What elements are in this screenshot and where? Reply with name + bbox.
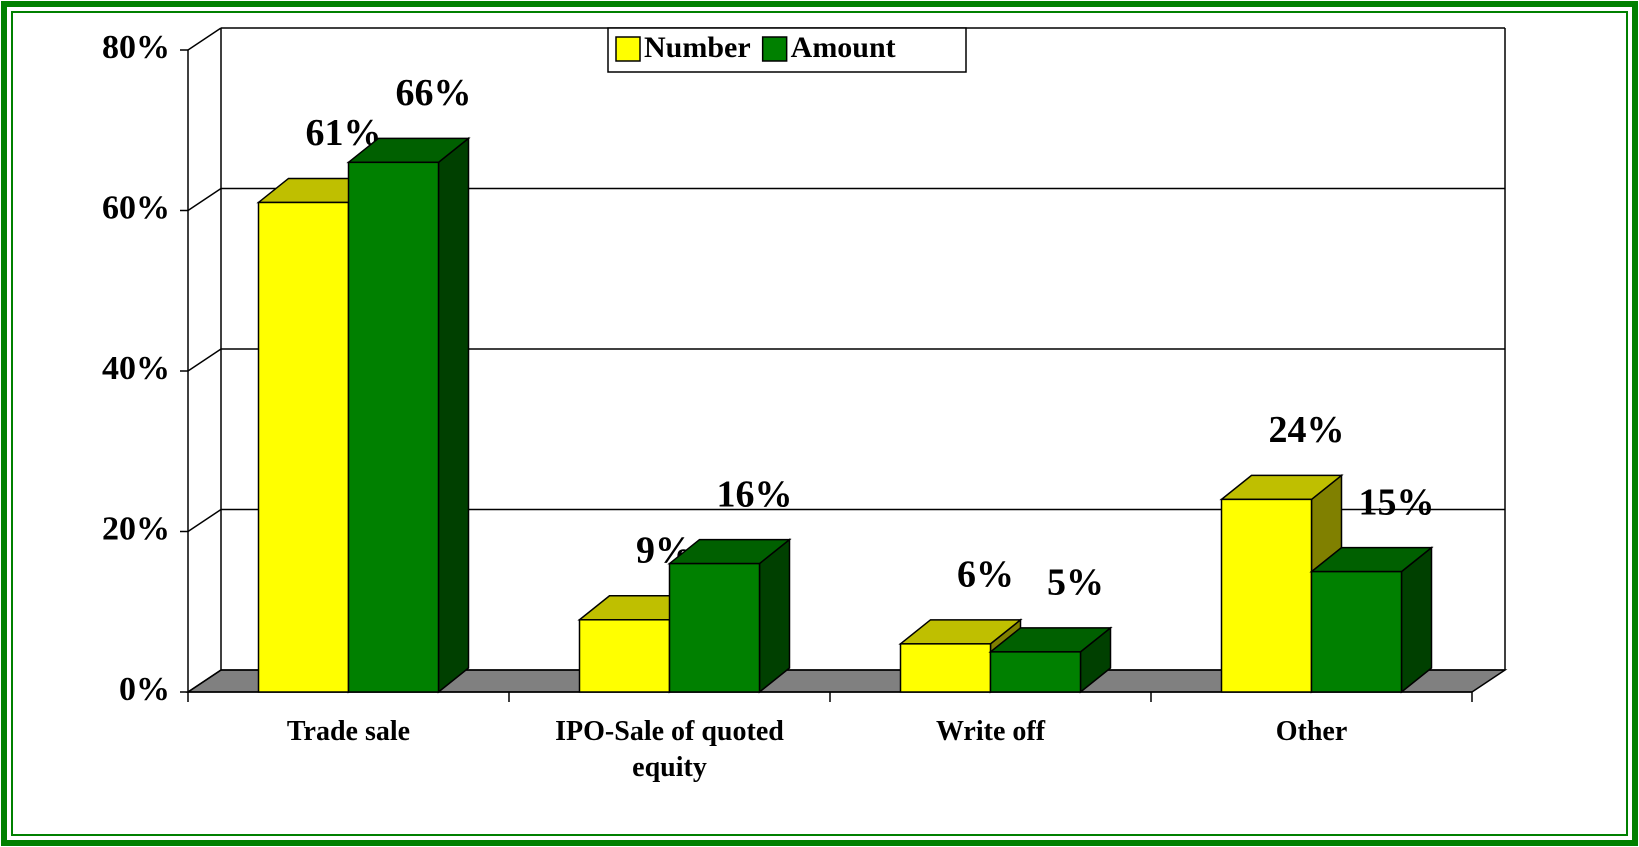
- y-tick-label: 60%: [102, 189, 170, 226]
- legend-swatch: [761, 36, 788, 62]
- y-tick-label: 20%: [102, 510, 170, 547]
- bar-front: [578, 619, 671, 693]
- legend: Number Amount: [607, 27, 967, 73]
- frame-inner: [11, 11, 1628, 836]
- y-tick-label: 80%: [102, 29, 170, 66]
- bar-side: [437, 136, 470, 694]
- bar: [346, 136, 471, 694]
- legend-label: Amount: [791, 31, 896, 64]
- x-tick-label: Write off: [935, 716, 1046, 747]
- grid-diagonal: [187, 508, 222, 533]
- data-label: 6%: [957, 554, 1014, 596]
- x-tick-label: IPO-Sale of quoted equity: [555, 716, 784, 783]
- data-label: 15%: [1359, 481, 1435, 523]
- bar-side: [758, 538, 791, 694]
- bar-side: [1400, 546, 1433, 694]
- data-label: 66%: [396, 72, 472, 114]
- grid-diagonal: [187, 348, 222, 372]
- data-label: 16%: [717, 473, 793, 515]
- data-label: 5%: [1047, 562, 1104, 604]
- bar: [667, 538, 792, 694]
- grid-diagonal: [187, 27, 222, 51]
- bar: [1309, 546, 1434, 694]
- legend-label: Number: [644, 31, 751, 64]
- data-label: 24%: [1269, 409, 1345, 451]
- bar-front: [989, 651, 1082, 693]
- bar-front: [1220, 498, 1313, 693]
- bar-front: [668, 562, 761, 693]
- bar: [988, 626, 1113, 694]
- x-tick-label: Other: [1275, 716, 1348, 747]
- bar-front: [899, 643, 992, 693]
- bar-front: [257, 201, 350, 693]
- grid-diagonal: [187, 187, 222, 212]
- x-tick-label: Trade sale: [286, 716, 411, 747]
- y-tick-label: 0%: [119, 671, 170, 708]
- bar-front: [347, 161, 440, 693]
- y-tick-label: 40%: [102, 350, 170, 387]
- grid-diagonal: [187, 669, 222, 693]
- bar-front: [1310, 570, 1403, 693]
- legend-swatch: [615, 36, 641, 62]
